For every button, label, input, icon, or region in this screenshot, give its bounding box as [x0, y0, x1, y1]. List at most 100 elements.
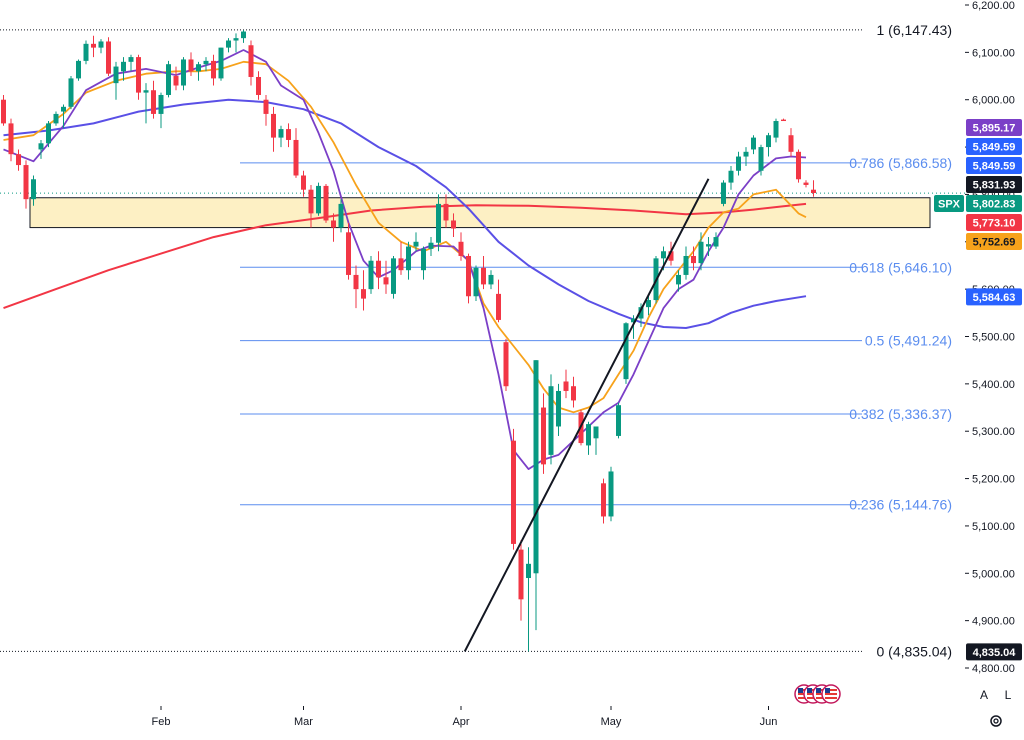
candle-body — [406, 246, 411, 271]
candle — [608, 466, 614, 522]
flag-stripe — [816, 689, 828, 691]
time-axis[interactable]: Feb Mar Apr May Jun — [152, 706, 778, 728]
candle-body — [83, 43, 89, 61]
candle — [188, 52, 194, 77]
candle-body — [608, 471, 614, 517]
candle-body — [61, 106, 66, 112]
candle — [766, 132, 771, 157]
candle — [436, 194, 441, 252]
flag-stripe — [807, 697, 819, 699]
candle-body — [683, 255, 689, 275]
time-tick-label: May — [601, 716, 622, 728]
candle-body — [218, 47, 224, 79]
price-badge-bg — [966, 138, 1022, 155]
candle — [143, 83, 149, 124]
candles — [1, 30, 816, 652]
candle — [473, 265, 479, 301]
candle-body — [151, 90, 156, 114]
candle — [181, 57, 186, 91]
candle — [301, 170, 306, 197]
candle — [383, 260, 389, 294]
candle — [23, 160, 29, 209]
trendline[interactable] — [463, 178, 710, 652]
flag-stripe — [816, 697, 828, 699]
candle-body — [158, 94, 164, 114]
candle — [173, 66, 179, 91]
candle — [458, 232, 464, 261]
candle-body — [271, 113, 276, 138]
candle — [743, 147, 749, 167]
candle-body — [31, 179, 36, 200]
gear-icon[interactable] — [987, 713, 1005, 731]
fib-label-1: 1 (6,147.43) — [877, 22, 953, 38]
candle-body — [698, 241, 704, 264]
candle-body — [496, 293, 501, 320]
price-badge: 5,584.63 — [966, 288, 1022, 306]
candle-body — [773, 121, 779, 138]
support-zone[interactable] — [29, 197, 931, 229]
candle — [248, 40, 254, 86]
candle — [1, 94, 6, 126]
candle-body — [511, 440, 516, 544]
candle — [533, 360, 539, 631]
candle-body — [286, 129, 291, 140]
candle-body — [676, 274, 681, 285]
candle — [413, 232, 419, 252]
candle — [803, 180, 809, 188]
candle — [76, 59, 81, 81]
candle — [728, 166, 734, 190]
price-tick-label: 5,100.00 — [972, 521, 1015, 533]
candle-body — [661, 251, 666, 259]
us-flag-icon — [821, 684, 841, 704]
candle-body — [556, 390, 561, 427]
price-badge-value: 5,849.59 — [973, 142, 1016, 154]
candle-body — [721, 182, 726, 204]
candle — [796, 149, 801, 183]
candle — [293, 128, 299, 178]
price-badge-bg — [966, 214, 1022, 231]
price-badge-value: 5,802.83 — [973, 199, 1016, 211]
candle — [263, 94, 269, 126]
candle — [556, 383, 561, 436]
candle-body — [106, 41, 111, 74]
candle-body — [203, 60, 209, 65]
candle — [83, 40, 89, 65]
zone-rect — [29, 197, 931, 229]
time-tick-label: Feb — [152, 716, 171, 728]
ma-slow-line — [3, 98, 807, 329]
candle — [721, 180, 726, 207]
auto-scale-button[interactable]: A — [979, 688, 988, 702]
candle — [128, 54, 134, 72]
candle — [451, 213, 456, 238]
fibonacci-levels: 1 (6,147.43) 0.786 (5,866.58) 0.618 (5,646… — [0, 22, 965, 659]
price-badge: 5,752.69 — [966, 233, 1022, 250]
price-badge-value: 5,773.10 — [973, 218, 1016, 230]
candle — [346, 222, 351, 280]
us-flag-events-icon[interactable] — [794, 684, 841, 704]
log-scale-button[interactable]: L — [1004, 688, 1012, 702]
candle — [466, 253, 471, 304]
candle-body — [136, 57, 141, 93]
candle-body — [623, 323, 629, 380]
candle — [736, 151, 741, 176]
price-tick-label: 5,300.00 — [972, 426, 1015, 438]
flag-stripe — [825, 693, 837, 695]
candle-body — [586, 424, 591, 446]
candle-body — [563, 381, 569, 391]
candle — [158, 92, 164, 129]
price-axis[interactable]: 4,800.00 4,900.00 5,000.00 5,100.00 5,200.00… — [965, 0, 1015, 675]
candle — [271, 106, 276, 152]
candle-body — [293, 139, 299, 176]
candle — [548, 374, 554, 465]
price-badge: 5,831.93 — [966, 176, 1022, 193]
candle-body — [616, 405, 621, 436]
flag-canton — [798, 688, 803, 693]
candle-body — [638, 307, 644, 319]
flag-stripe — [798, 697, 810, 699]
candle-body — [668, 251, 674, 261]
candle — [586, 421, 591, 455]
candle — [391, 255, 396, 299]
candle — [571, 376, 576, 408]
price-badge: 5,895.17 — [966, 119, 1022, 136]
